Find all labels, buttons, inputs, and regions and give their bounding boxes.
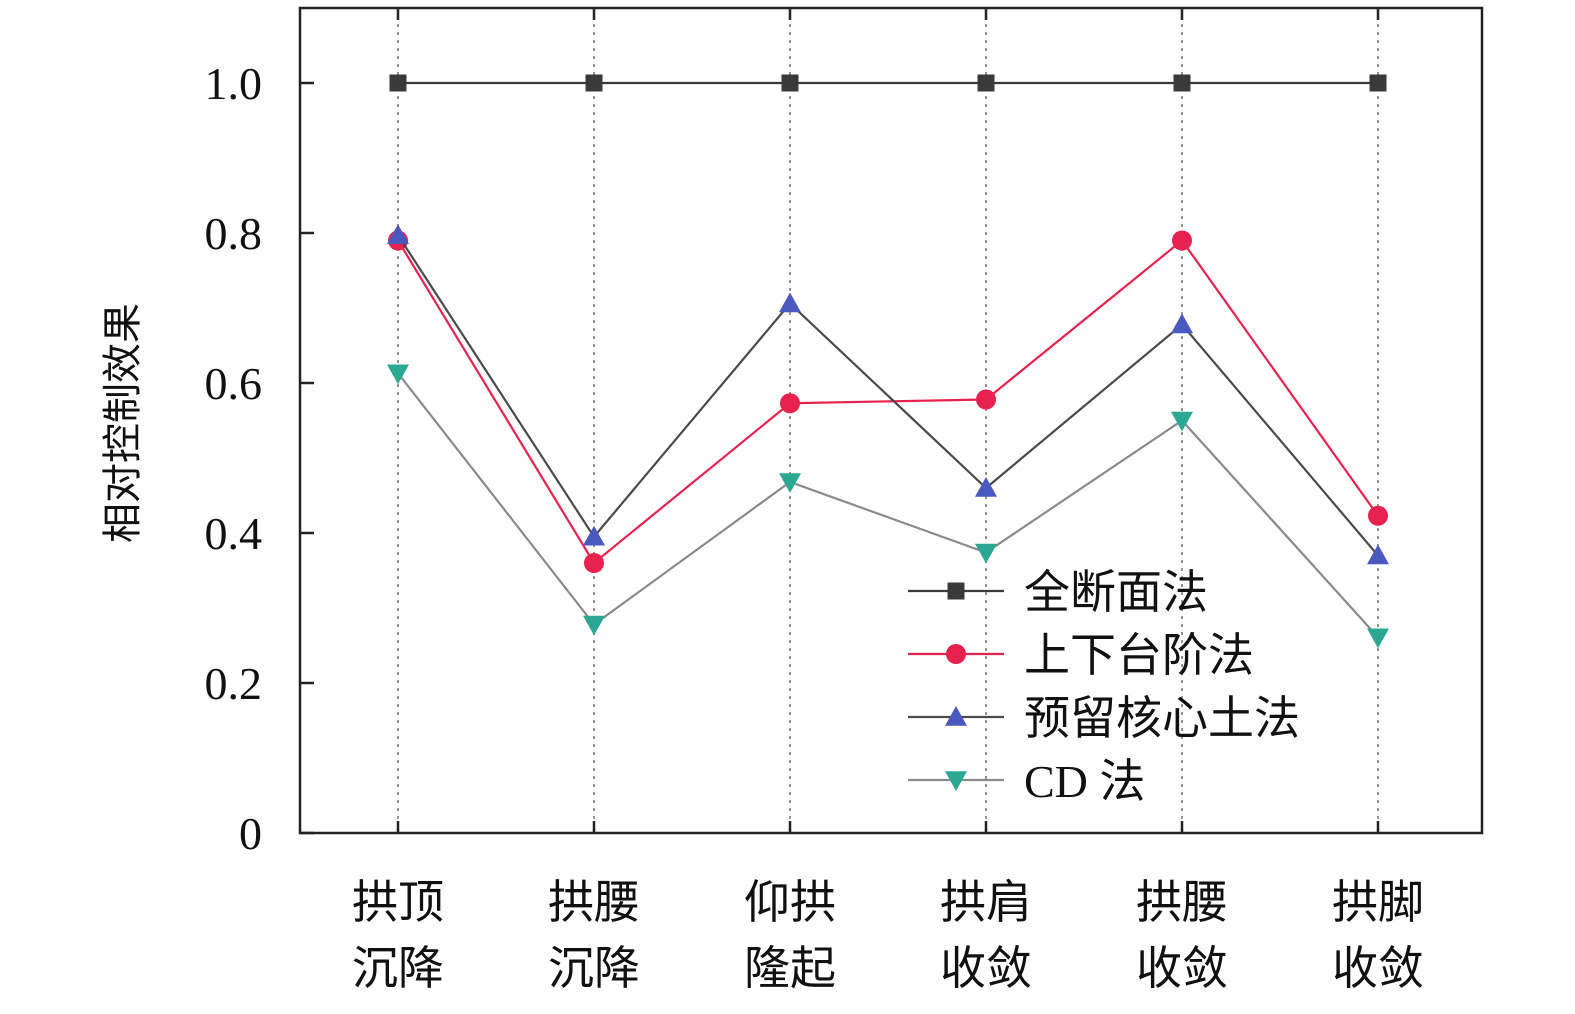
legend-label: 全断面法: [1024, 567, 1208, 618]
x-category-label: 收敛: [1136, 941, 1228, 995]
series: [388, 230, 1388, 573]
x-category-label: 拱腰: [548, 875, 640, 929]
grid-layer: [397, 8, 1379, 833]
legend-entry: 预留核心土法: [908, 693, 1300, 744]
y-tick-label: 1.0: [205, 58, 263, 109]
data-point: [584, 553, 604, 573]
x-category-label: 拱脚: [1332, 875, 1424, 929]
x-category-label: 收敛: [940, 941, 1032, 995]
legend-marker: [945, 771, 967, 791]
data-point: [1369, 74, 1387, 92]
y-tick-label: 0.6: [205, 358, 263, 409]
data-point: [583, 525, 605, 546]
data-point: [1173, 74, 1191, 92]
legend-entry: 上下台阶法: [908, 630, 1254, 681]
data-point: [389, 74, 407, 92]
series: [387, 364, 1389, 649]
data-point: [387, 364, 409, 385]
legend-entry: 全断面法: [908, 567, 1208, 618]
x-category-label: 拱腰: [1136, 875, 1228, 929]
y-tick-label: 0.2: [205, 658, 263, 709]
y-tick-label: 0.4: [205, 508, 263, 559]
data-point: [975, 477, 997, 497]
series-line: [397, 234, 1379, 557]
data-point: [1367, 544, 1389, 565]
series-layer: [387, 74, 1389, 649]
x-category-label: 收敛: [1332, 941, 1424, 995]
legend-label: 预留核心土法: [1024, 693, 1300, 744]
data-point: [1171, 411, 1193, 432]
y-axis: 0 0.2 0.4 0.6 0.8 1.0: [205, 58, 314, 859]
data-point: [976, 389, 996, 410]
data-point: [1172, 230, 1192, 251]
legend-label: 上下台阶法: [1024, 630, 1254, 681]
data-point: [779, 292, 801, 313]
series: [389, 74, 1387, 92]
data-point: [780, 393, 800, 414]
data-point: [1367, 628, 1389, 649]
legend-marker: [947, 582, 965, 600]
data-point: [781, 74, 799, 92]
x-category-label: 拱顶: [352, 875, 444, 929]
x-category-label: 仰拱: [744, 875, 836, 929]
plot-frame: [298, 6, 1484, 835]
data-point: [1171, 313, 1193, 334]
legend-marker: [945, 706, 967, 726]
data-point: [585, 74, 603, 92]
data-point: [583, 615, 605, 636]
x-category-label: 隆起: [744, 941, 836, 995]
series: [387, 224, 1389, 565]
series-line: [397, 372, 1379, 638]
legend-marker: [946, 644, 966, 664]
data-point: [975, 543, 997, 564]
data-point: [1368, 505, 1388, 526]
data-point: [387, 224, 409, 245]
x-category-label: 沉降: [352, 941, 444, 995]
data-point: [977, 74, 995, 92]
legend-entry: CD 法: [908, 756, 1145, 807]
series-line: [397, 238, 1379, 565]
x-category-label: 拱肩: [940, 875, 1032, 929]
y-tick-label: 0.8: [205, 208, 263, 259]
x-category-label: 沉降: [548, 941, 640, 995]
legend-label: CD 法: [1024, 756, 1145, 807]
data-point: [779, 473, 801, 493]
y-tick-label: 0: [239, 808, 262, 859]
y-axis-label: 相对控制效果: [100, 303, 146, 543]
